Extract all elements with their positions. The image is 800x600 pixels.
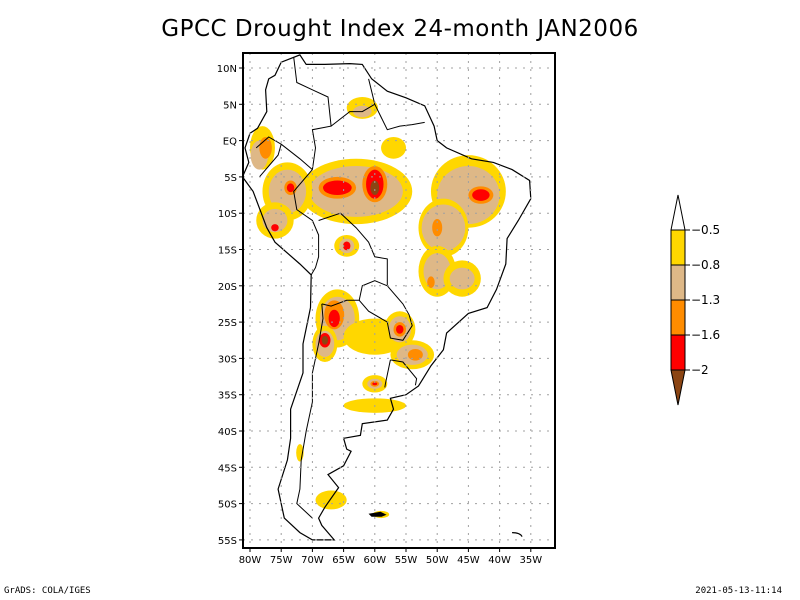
x-tick-label: 65W [332,555,355,566]
drought-area-level-1 [315,490,347,510]
drought-area-level-4 [286,183,295,193]
drought-area-level-2 [449,267,475,290]
y-tick-label: 30S [218,354,237,365]
chart-title: GPCC Drought Index 24-month JAN2006 [161,16,639,42]
x-tick-label: 75W [270,555,293,566]
national-border [280,143,313,170]
x-tick-label: 70W [301,555,324,566]
falkland-islands [368,511,387,517]
drought-area-level-4 [271,224,279,232]
y-tick-label: 20S [218,282,237,293]
gridlines [243,53,555,548]
y-tick-label: 25S [218,318,237,329]
drought-area-level-3 [427,276,435,288]
coastline-layer [241,54,532,541]
legend-swatch [670,299,686,336]
national-border [358,285,413,341]
plot-frame [242,52,556,549]
x-tick-label: 55W [395,555,418,566]
drought-area-level-4 [342,241,351,251]
x-tick-label: 45W [457,555,480,566]
legend-triangle-bottom [670,369,686,406]
y-tick-label: 5N [223,100,237,111]
south-georgia [512,532,523,537]
y-tick-label: 35S [218,391,237,402]
y-tick-label: 10S [218,209,237,220]
legend-label: −2 [691,363,709,377]
grads-credit: GrADS: COLA/IGES [4,586,91,596]
national-border [296,303,324,519]
drought-area-level-4 [472,189,490,201]
legend-label: −1.3 [691,293,720,307]
drought-area-level-1 [381,136,406,159]
legend-label: −0.8 [691,258,720,272]
timestamp: 2021-05-13-11:14 [695,586,782,596]
drought-area-level-3 [407,348,423,361]
drought-area-level-4 [372,382,378,386]
national-border [374,104,425,131]
drought-area-level-5 [370,180,380,196]
y-tick-label: 40S [218,427,237,438]
x-tick-label: 35W [519,555,542,566]
drought-area-level-4 [323,180,352,196]
x-tick-label: 50W [426,555,449,566]
legend-swatch [670,334,686,371]
legend-swatch [670,229,686,266]
national-border [390,359,418,386]
y-tick-label: 5S [224,173,237,184]
y-axis: 10N 5N EQ 5S 10S 15S 20S 25S 30S 35S 40S 45S 50S 55S [217,64,243,547]
y-tick-label: EQ [223,137,237,148]
y-tick-label: 50S [218,500,237,511]
x-tick-label: 60W [363,555,386,566]
y-tick-label: 45S [218,463,237,474]
y-tick-label: 55S [218,536,237,547]
coastline [241,54,532,541]
colorbar-legend: −0.5 −0.8 −1.3 −1.6 −2 [670,194,720,406]
national-border [330,78,376,127]
national-border [384,359,391,388]
legend-label: −0.5 [691,223,720,237]
x-tick-label: 80W [239,555,262,566]
legend-swatch [670,264,686,301]
drought-area-level-5 [321,335,328,345]
legend-triangle-top [670,194,686,231]
drought-area-level-4 [328,309,340,328]
y-tick-label: 10N [217,64,237,75]
legend-label: −1.6 [691,328,720,342]
drought-area-level-3 [432,219,443,237]
national-border [293,169,320,276]
national-border [293,57,332,170]
drought-area-level-2 [421,204,466,251]
x-tick-label: 40W [488,555,511,566]
drought-area-level-4 [396,325,404,334]
y-tick-label: 15S [218,246,237,257]
x-axis: 80W 75W 70W 65W 60W 55W 50W 45W 40W 35W [239,548,542,566]
